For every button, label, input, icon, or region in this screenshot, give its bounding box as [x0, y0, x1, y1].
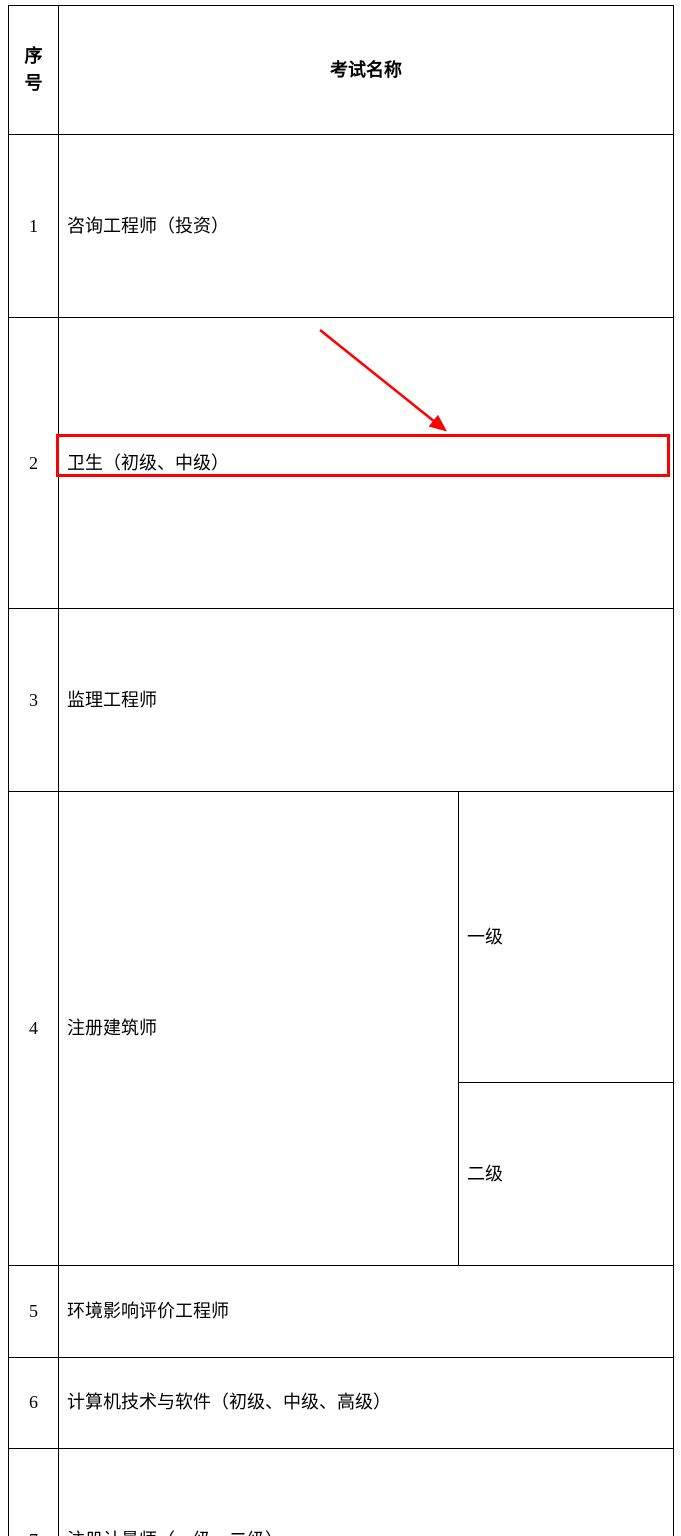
header-num: 序号: [9, 6, 59, 135]
table-row: 2 卫生（初级、中级） 4月9日、10日、16日、17日: [9, 318, 674, 609]
table-row: 1 咨询工程师（投资） 4月9日、10日: [9, 135, 674, 318]
row-name: 计算机技术与软件（初级、中级、高级）: [59, 1357, 674, 1449]
table-row: 3 监理工程师 5月14日、15日: [9, 609, 674, 792]
exam-schedule-table: 序号 考试名称 考试日期 1 咨询工程师（投资） 4月9日、10日 2 卫生（初…: [8, 5, 674, 1536]
table-header-row: 序号 考试名称 考试日期: [9, 6, 674, 135]
row-subname: 一级: [459, 792, 674, 1083]
row-name: 卫生（初级、中级）: [59, 318, 674, 609]
row-num: 7: [9, 1449, 59, 1536]
row-name: 咨询工程师（投资）: [59, 135, 674, 318]
row-num: 3: [9, 609, 59, 792]
row-num: 5: [9, 1266, 59, 1358]
table-row: 4 注册建筑师 一级 5月14日、15日、21日、22日: [9, 792, 674, 1083]
row-name: 环境影响评价工程师: [59, 1266, 674, 1358]
row-name: 监理工程师: [59, 609, 674, 792]
row-num: 2: [9, 318, 59, 609]
row-num: 4: [9, 792, 59, 1266]
row-subname: 二级: [459, 1083, 674, 1266]
row-name: 注册建筑师: [59, 792, 459, 1266]
row-name: 注册计量师（一级、二级）: [59, 1449, 674, 1536]
header-name: 考试名称: [59, 6, 674, 135]
table-row: 5 环境影响评价工程师 5月28日、29日: [9, 1266, 674, 1358]
row-num: 1: [9, 135, 59, 318]
row-num: 6: [9, 1357, 59, 1449]
table-row: 7 注册计量师（一级、二级） 6月11日、12日: [9, 1449, 674, 1536]
table-row: 6 计算机技术与软件（初级、中级、高级）: [9, 1357, 674, 1449]
